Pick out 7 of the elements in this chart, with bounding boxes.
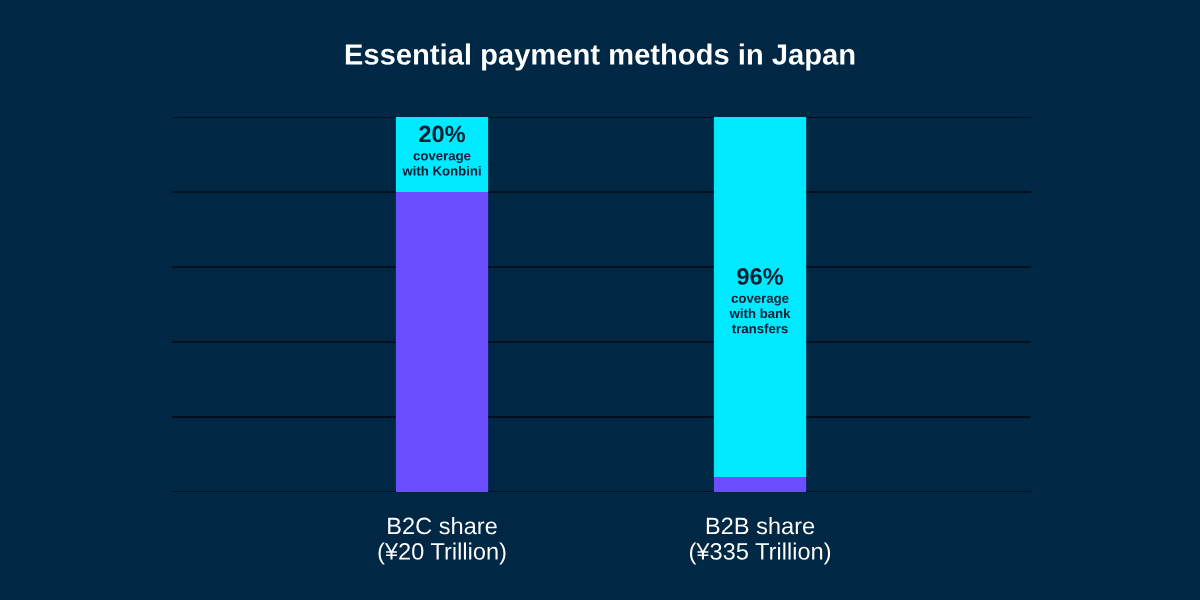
data-label: 20%: [419, 125, 466, 143]
data-label: 96%: [737, 268, 784, 285]
chart-title: Essential payment methods in Japan: [345, 43, 855, 71]
annotation: coverage with bank transfers: [729, 295, 791, 334]
x-tick-label: B2C share (¥20 Trillion): [378, 517, 506, 565]
x-tick-label: B2B share (¥335 Trillion): [689, 517, 831, 565]
annotation: coverage with Konbini: [402, 153, 481, 176]
